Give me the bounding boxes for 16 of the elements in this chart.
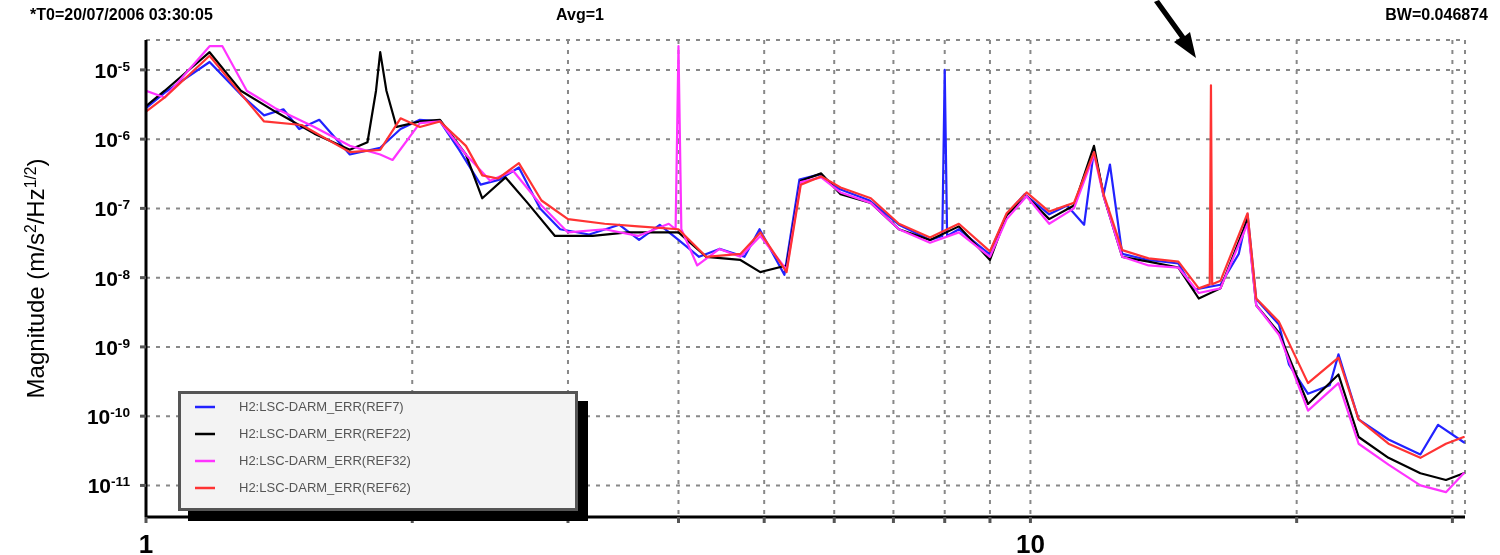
legend-label: H2:LSC-DARM_ERR(REF32)	[239, 453, 411, 468]
x-tick-label: 1	[138, 529, 154, 555]
text: BW=0.046874	[1385, 6, 1488, 24]
text: *T0=20/07/2006 03:30:05	[30, 6, 213, 24]
text: Avg=1	[556, 6, 604, 23]
y-tick-label: 10$^{-11}$	[87, 473, 131, 498]
y-tick-label: 10$^{-7}$	[94, 196, 130, 221]
y-tick-label: 10$^{-10}$	[86, 404, 131, 429]
legend-label: H2:LSC-DARM_ERR(REF22)	[239, 426, 411, 441]
legend-label: H2:LSC-DARM_ERR(REF62)	[239, 480, 411, 495]
y-tick-label: 10$^{-5}$	[94, 58, 131, 82]
y-tick-label: 10$^{-6}$	[94, 127, 131, 152]
x-tick-label: 10	[1015, 529, 1045, 555]
legend-label: H2:LSC-DARM_ERR(REF7)	[239, 399, 404, 414]
y-tick-label: 10$^{-9}$	[94, 335, 131, 359]
y-tick-label: 10$^{-8}$	[94, 266, 131, 290]
